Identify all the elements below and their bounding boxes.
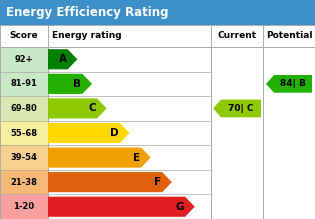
Bar bbox=[48, 170, 211, 194]
Text: D: D bbox=[110, 128, 119, 138]
Bar bbox=[48, 72, 211, 96]
Text: G: G bbox=[175, 202, 184, 212]
Bar bbox=[48, 194, 211, 219]
Bar bbox=[0, 170, 48, 194]
Text: 81-91: 81-91 bbox=[11, 79, 37, 88]
Text: E: E bbox=[133, 153, 140, 162]
Text: 92+: 92+ bbox=[15, 55, 33, 64]
Polygon shape bbox=[48, 197, 195, 217]
Text: 69-80: 69-80 bbox=[11, 104, 37, 113]
Text: 55-68: 55-68 bbox=[10, 129, 37, 138]
Text: 39-54: 39-54 bbox=[11, 153, 37, 162]
Bar bbox=[48, 96, 211, 121]
Bar bbox=[0, 72, 48, 96]
Text: Potential: Potential bbox=[266, 32, 312, 41]
Text: 1-20: 1-20 bbox=[14, 202, 35, 211]
Bar bbox=[48, 47, 211, 72]
Text: F: F bbox=[154, 177, 161, 187]
Polygon shape bbox=[48, 148, 151, 168]
Text: C: C bbox=[89, 103, 96, 113]
Bar bbox=[48, 145, 211, 170]
Polygon shape bbox=[266, 75, 312, 93]
Text: Energy Efficiency Rating: Energy Efficiency Rating bbox=[6, 6, 169, 19]
Text: A: A bbox=[59, 54, 67, 64]
Bar bbox=[0, 25, 315, 47]
Text: Score: Score bbox=[10, 32, 38, 41]
Bar bbox=[0, 47, 48, 72]
Bar bbox=[0, 145, 48, 170]
Polygon shape bbox=[48, 123, 129, 143]
Text: Current: Current bbox=[217, 32, 256, 41]
Text: 84| B: 84| B bbox=[280, 79, 306, 88]
Bar bbox=[0, 96, 48, 121]
Text: 70| C: 70| C bbox=[228, 104, 254, 113]
Text: B: B bbox=[73, 79, 81, 89]
Bar bbox=[48, 121, 211, 145]
Text: Energy rating: Energy rating bbox=[52, 32, 122, 41]
Bar bbox=[0, 121, 48, 145]
Text: 21-38: 21-38 bbox=[11, 178, 37, 187]
Polygon shape bbox=[48, 49, 77, 69]
Polygon shape bbox=[48, 98, 107, 118]
Polygon shape bbox=[48, 74, 92, 94]
Bar bbox=[0, 0, 315, 25]
Bar bbox=[0, 194, 48, 219]
Polygon shape bbox=[213, 100, 261, 117]
Polygon shape bbox=[48, 172, 172, 192]
